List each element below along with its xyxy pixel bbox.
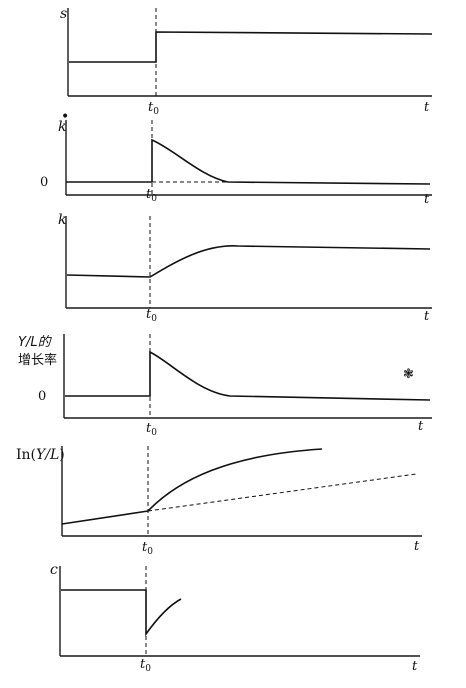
consumption-curve <box>61 589 182 637</box>
y-axis-label-lny: In(Y/L) <box>16 447 65 463</box>
panel-k-dot: k • 0 t0 t <box>40 109 432 207</box>
x-axis-label-t: t <box>418 419 424 434</box>
capital-curve <box>66 245 431 278</box>
zero-label: 0 <box>40 175 48 190</box>
saving-rate-curve <box>69 31 433 63</box>
y-axis-label-c: c <box>50 562 58 578</box>
panel-log-output: In(Y/L) t0 t <box>16 446 422 557</box>
t0-label: t0 <box>146 187 157 204</box>
y-axis-label-k-dot: k <box>58 119 66 135</box>
t0-label: t0 <box>142 540 153 557</box>
panel-consumption: c t0 t <box>50 562 420 674</box>
panel-saving-rate: s t0 t <box>60 6 433 117</box>
zero-label: 0 <box>38 389 46 404</box>
y-axis-label-k: k <box>58 212 66 228</box>
y-axis-label-line1: Y/L的 <box>18 335 53 350</box>
x-axis-label-t: t <box>424 100 430 115</box>
x-axis-label-t: t <box>424 192 430 207</box>
panel-capital: k t0 t <box>58 212 432 324</box>
old-trend-dashed-line <box>147 473 417 512</box>
y-axis-label-s: s <box>60 6 67 22</box>
initial-trend-line <box>61 510 149 525</box>
k-dot-dot-mark: • <box>61 109 69 125</box>
t0-label: t0 <box>146 307 157 324</box>
panel-growth-rate: Y/L的 增长率 0 t0 t ❃ <box>18 334 432 438</box>
k-dot-curve <box>151 138 431 185</box>
y-axis-label-line2: 增长率 <box>18 352 57 368</box>
x-axis-label-t: t <box>424 309 430 324</box>
t0-label: t0 <box>140 657 151 674</box>
x-axis-label-t: t <box>412 659 418 674</box>
t0-label: t0 <box>146 421 157 438</box>
growth-rate-curve <box>65 350 431 401</box>
stray-print-mark: ❃ <box>403 367 414 382</box>
t0-label: t0 <box>148 100 159 117</box>
new-path-curve <box>147 448 323 512</box>
x-axis-label-t: t <box>414 539 420 554</box>
